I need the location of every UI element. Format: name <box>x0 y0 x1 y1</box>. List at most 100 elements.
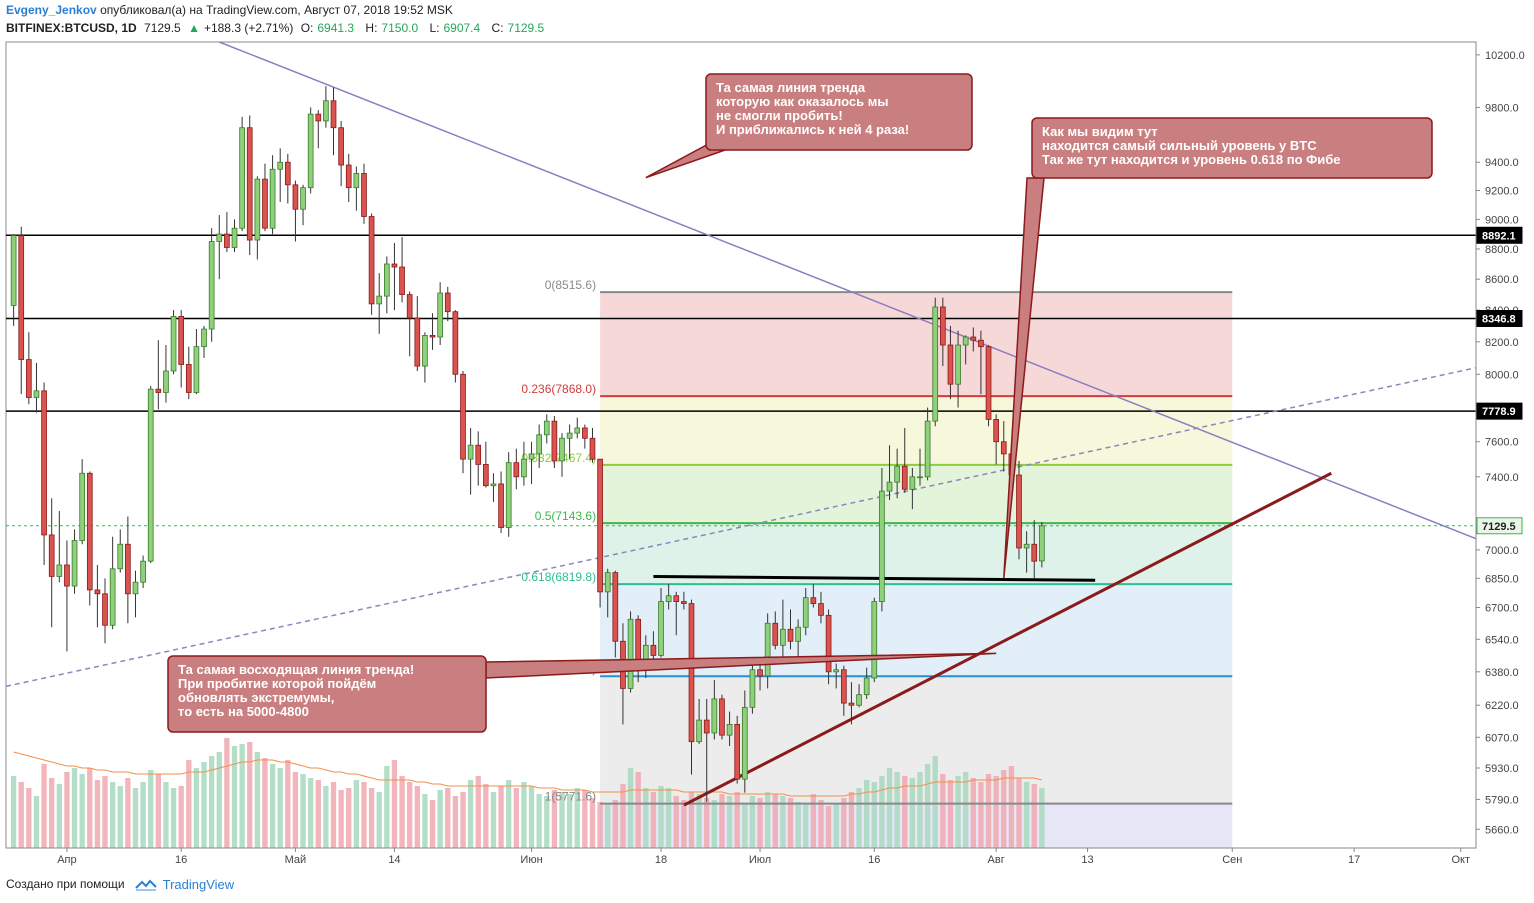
volume-bar <box>315 780 321 848</box>
y-tick-label: 7600.0 <box>1485 437 1519 449</box>
tradingview-brand[interactable]: TradingView <box>162 876 235 892</box>
price-label-text: 7778.9 <box>1482 406 1516 418</box>
dashed-trendline <box>5 366 1477 688</box>
volume-bar <box>269 764 276 848</box>
candle-body <box>117 543 124 570</box>
volume-bar <box>521 782 527 848</box>
volume-bar <box>414 786 420 848</box>
candle-body <box>262 178 268 229</box>
volume-bar <box>102 776 108 848</box>
candle-body <box>323 100 329 122</box>
candle-body <box>749 669 756 708</box>
x-tick-label: Авг <box>988 854 1005 866</box>
candle-body <box>178 316 185 365</box>
volume-bar <box>963 772 969 848</box>
callout-text: Как мы видим тут <box>1042 124 1158 139</box>
volume-bar <box>460 792 466 848</box>
candle-body <box>863 677 870 696</box>
price-label-box <box>1476 309 1523 327</box>
candle-body <box>383 263 390 297</box>
volume-bar <box>384 766 390 848</box>
candle-body <box>231 227 238 248</box>
volume-bar <box>247 742 253 848</box>
callout-box <box>1031 117 1433 179</box>
candle-body <box>505 462 512 528</box>
volume-bar <box>742 804 748 848</box>
candle-body <box>1000 441 1007 455</box>
volume-bar <box>56 784 62 848</box>
candle-body <box>163 370 169 393</box>
candle-body <box>1031 543 1038 562</box>
volume-bar <box>544 796 550 848</box>
volume-bar <box>635 772 641 848</box>
price-label-text: 7129.5 <box>1482 521 1516 533</box>
volume-bar <box>536 794 542 848</box>
volume-bar <box>688 792 695 848</box>
close-number: 7129.5 <box>507 21 545 35</box>
y-tick-label: 6850.0 <box>1485 573 1519 585</box>
candle-body <box>277 161 284 170</box>
fib-level-label: 0.236(7868.0) <box>521 382 596 396</box>
price-label-text: 8892.1 <box>1482 230 1516 242</box>
candle-body <box>125 543 131 595</box>
volume-bar <box>79 774 85 848</box>
callout-box <box>167 655 487 733</box>
y-tick-label: 9400.0 <box>1485 157 1519 169</box>
volume-bar <box>10 776 17 848</box>
volume-bar <box>932 756 938 848</box>
y-tick-label: 9000.0 <box>1485 214 1519 226</box>
volume-bar <box>437 790 443 848</box>
x-tick-label: 14 <box>388 854 400 866</box>
volume-bar <box>445 788 451 848</box>
volume-bar <box>848 792 855 848</box>
volume-bar <box>330 782 337 848</box>
volume-bar <box>978 782 984 848</box>
volume-bar <box>711 800 718 848</box>
candle-body <box>901 465 908 490</box>
volume-bar <box>429 800 436 848</box>
volume-bar <box>924 764 931 848</box>
volume-bar <box>490 792 497 848</box>
volume-bar <box>132 788 139 848</box>
volume-bar <box>955 776 961 848</box>
candle-body <box>185 364 192 393</box>
volume-bar <box>262 758 268 848</box>
candle-body <box>681 601 687 604</box>
volume-bar <box>399 776 405 848</box>
candle-body <box>543 420 550 436</box>
candle-body <box>787 628 794 642</box>
candle-body <box>490 483 497 487</box>
close-label: C: <box>491 21 504 35</box>
price-change: +188.3 (+2.71%) <box>203 21 294 35</box>
rising-support-line <box>683 471 1332 807</box>
candle-body <box>284 161 291 186</box>
y-tick-label: 7000.0 <box>1485 545 1519 557</box>
fib-zone <box>600 396 1233 465</box>
volume-bar <box>833 804 839 848</box>
callout-text: Так же тут находится и уровень 0.618 по … <box>1042 152 1340 167</box>
high-number: 7150.0 <box>381 21 419 35</box>
candle-body <box>879 490 885 602</box>
high-label: H: <box>365 21 378 35</box>
volume-bar <box>871 782 877 848</box>
volume-bar <box>764 792 771 848</box>
volume-bar <box>361 782 367 848</box>
volume-bar <box>216 752 222 848</box>
candle-body <box>338 127 344 166</box>
candle-body <box>399 266 405 295</box>
low-label: L: <box>429 21 440 35</box>
volume-bar <box>117 786 123 848</box>
volume-bar <box>985 774 992 848</box>
open-number: 6941.3 <box>317 21 355 35</box>
y-tick-label: 6220.0 <box>1485 700 1519 712</box>
volume-bar <box>178 786 184 848</box>
candle-body <box>848 702 855 706</box>
footer: Создано при помощи TradingView <box>6 874 234 894</box>
volume-bar <box>353 780 360 848</box>
volume-bar <box>825 806 832 848</box>
volume-bar <box>551 790 558 848</box>
author-link[interactable]: Evgeny_Jenkov <box>6 3 97 17</box>
fib-zone <box>600 292 1233 397</box>
